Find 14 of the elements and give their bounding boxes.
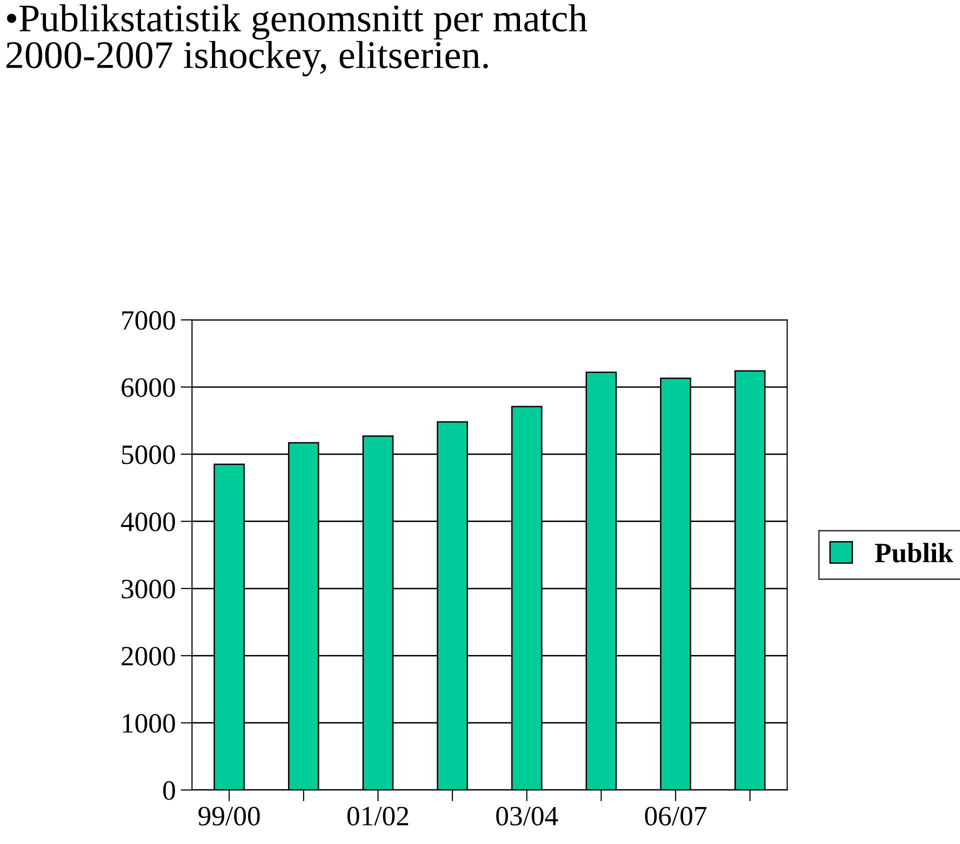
x-tick-label: 01/02	[347, 806, 408, 826]
y-tick-label: 2000	[122, 646, 175, 666]
x-tick-label: 03/04	[496, 806, 558, 826]
y-tick-label: 3000	[122, 580, 175, 598]
y-tick-label: 1000	[122, 714, 175, 733]
y-tick-label: 4000	[121, 512, 175, 532]
legend-label: Publik	[874, 542, 954, 562]
y-tick-label: 0	[163, 781, 175, 800]
chart-title: •Publikstatistik genomsnitt per match 2000-2007 ishockey, elitserien.	[6, 4, 588, 76]
y-tick-label: 6000	[122, 378, 175, 397]
y-tick-label: 7000	[122, 311, 175, 330]
y-tick-label: 5000	[122, 445, 175, 464]
x-tick-label: 99/00	[198, 806, 260, 826]
x-tick-label: 06/07	[645, 806, 706, 826]
